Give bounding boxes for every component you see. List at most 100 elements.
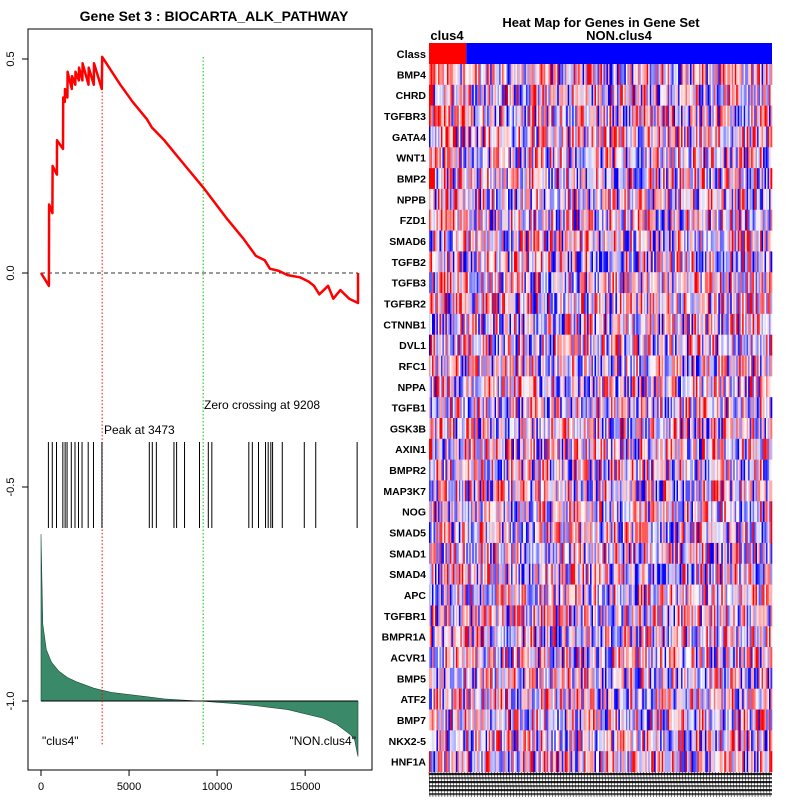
heatmap-cell — [530, 230, 533, 252]
heatmap-cell — [476, 147, 479, 169]
gene-label: TGFB2 — [392, 257, 427, 269]
heatmap-cell — [725, 355, 728, 377]
heatmap-cell — [694, 126, 697, 148]
heatmap-cell — [675, 355, 677, 377]
heatmap-cell — [746, 376, 749, 398]
heatmap-cell — [676, 293, 679, 315]
heatmap-cell — [558, 293, 561, 315]
heatmap-cell — [664, 251, 667, 273]
heatmap-cell — [612, 147, 615, 169]
heatmap-cell — [524, 209, 527, 231]
heatmap-cell — [455, 376, 458, 398]
heatmap-cell — [767, 272, 770, 294]
heatmap-cell — [628, 251, 631, 273]
heatmap-cell — [519, 230, 522, 252]
heatmap-cell — [681, 438, 683, 460]
heatmap-cell — [429, 230, 431, 252]
heatmap-cell — [745, 376, 747, 398]
heatmap-cell — [524, 438, 527, 460]
heatmap-cell — [652, 480, 655, 502]
heatmap-cell — [601, 188, 604, 211]
heatmap-cell — [497, 230, 500, 252]
heatmap-cell — [506, 251, 509, 273]
heatmap-cell — [730, 84, 733, 106]
heatmap-cell — [612, 126, 615, 148]
heatmap-cell — [621, 105, 624, 127]
heatmap-cell — [606, 272, 609, 294]
heatmap-cell — [478, 84, 480, 106]
heatmap-cell — [518, 293, 521, 315]
heatmap-cell — [660, 355, 662, 377]
heatmap-cell — [545, 84, 548, 106]
heatmap-cell — [724, 230, 727, 252]
heatmap-cell — [701, 334, 704, 356]
heatmap-cell — [707, 251, 710, 273]
heatmap-cell — [700, 313, 703, 335]
heatmap-cell — [695, 313, 698, 335]
heatmap-cell — [493, 418, 495, 440]
heatmap-cell — [497, 459, 500, 481]
heatmap-cell — [613, 334, 616, 356]
heatmap-cell — [548, 293, 551, 315]
heatmap-cell — [770, 272, 773, 294]
heatmap-cell — [579, 376, 582, 398]
heatmap-cell — [770, 64, 773, 86]
heatmap-cell — [508, 376, 510, 398]
heatmap-cell — [461, 459, 464, 481]
heatmap-cell — [543, 251, 546, 273]
heatmap-cell — [755, 272, 758, 294]
heatmap-cell — [694, 376, 697, 398]
heatmap-cell — [628, 272, 631, 294]
heatmap-cell — [485, 105, 488, 127]
heatmap-cell — [604, 355, 607, 377]
heatmap-cell — [476, 168, 479, 190]
heatmap-cell — [658, 293, 661, 315]
heatmap-cell — [627, 230, 630, 252]
heatmap-cell — [619, 209, 622, 231]
heatmap-cell — [681, 376, 683, 398]
heatmap-cell — [581, 64, 583, 86]
heatmap-cell — [464, 209, 467, 231]
heatmap-cell — [539, 230, 542, 252]
heatmap-cell — [603, 313, 606, 335]
heatmap-cell — [454, 397, 457, 419]
heatmap-cell — [519, 397, 522, 419]
heatmap-cell — [764, 147, 767, 169]
heatmap-cell — [682, 438, 685, 460]
heatmap-cell — [566, 168, 568, 190]
heatmap-cell — [748, 168, 750, 190]
heatmap-cell — [525, 84, 528, 106]
heatmap-cell — [448, 376, 451, 398]
heatmap-cell — [493, 64, 495, 86]
heatmap-cell — [488, 313, 491, 335]
heatmap-cell — [698, 272, 701, 294]
heatmap-cell — [613, 438, 616, 460]
heatmap-cell — [704, 459, 707, 481]
heatmap-cell — [670, 209, 673, 231]
heatmap-cell — [454, 147, 457, 169]
heatmap-cell — [763, 105, 765, 127]
heatmap-cell — [734, 376, 737, 398]
heatmap-cell — [754, 418, 756, 440]
heatmap-cell — [570, 147, 573, 169]
heatmap-cell — [695, 230, 698, 252]
heatmap-cell — [710, 313, 713, 335]
heatmap-cell — [452, 230, 455, 252]
heatmap-cell — [469, 272, 472, 294]
heatmap-cell — [443, 334, 446, 356]
heatmap-cell — [624, 438, 627, 460]
heatmap-cell — [430, 501, 433, 523]
heatmap-cell — [687, 84, 689, 106]
heatmap-cell — [734, 355, 737, 377]
heatmap-cell — [539, 84, 542, 106]
heatmap-cell — [745, 313, 747, 335]
heatmap-cell — [540, 293, 543, 315]
heatmap-cell — [458, 272, 461, 294]
heatmap-cell — [669, 376, 671, 398]
heatmap-cell — [661, 272, 664, 294]
heatmap-cell — [506, 209, 509, 231]
heatmap-cell — [651, 376, 653, 398]
heatmap-cell — [508, 480, 510, 502]
heatmap-cell — [673, 355, 676, 377]
heatmap-cell — [458, 209, 461, 231]
